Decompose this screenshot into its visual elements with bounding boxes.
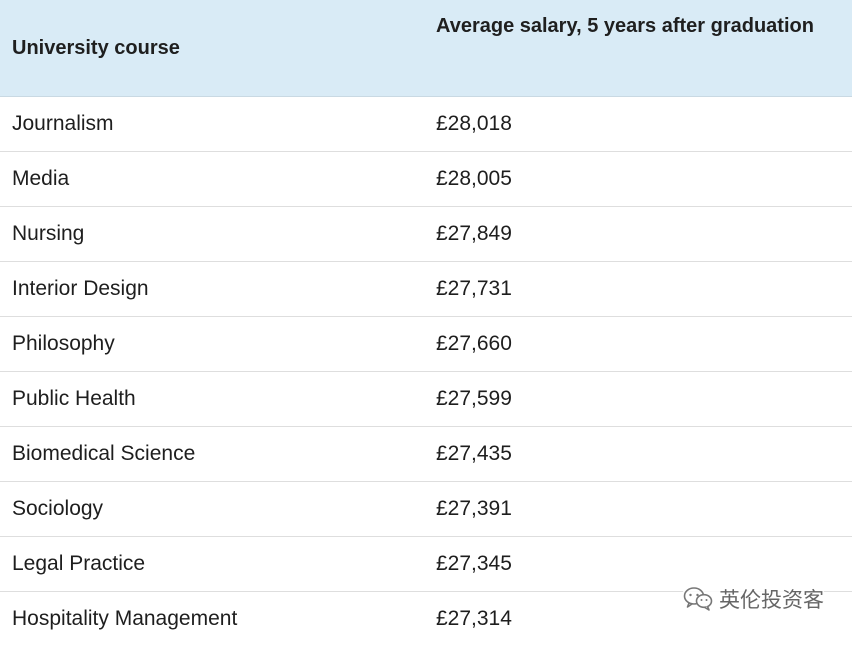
salary-cell: £27,391 (424, 482, 852, 537)
course-cell: Hospitality Management (0, 592, 424, 646)
wechat-icon (683, 586, 713, 612)
salary-cell: £27,599 (424, 372, 852, 427)
course-cell: Nursing (0, 207, 424, 262)
table-row: Biomedical Science £27,435 (0, 427, 852, 482)
watermark-text: 英伦投资客 (719, 584, 824, 614)
course-cell: Sociology (0, 482, 424, 537)
table-row: Sociology £27,391 (0, 482, 852, 537)
table-row: Nursing £27,849 (0, 207, 852, 262)
header-salary: Average salary, 5 years after graduation (424, 0, 852, 97)
table-row: Philosophy £27,660 (0, 317, 852, 372)
salary-cell: £28,018 (424, 97, 852, 152)
salary-cell: £27,731 (424, 262, 852, 317)
salary-cell: £27,435 (424, 427, 852, 482)
salary-cell: £27,660 (424, 317, 852, 372)
table-row: Public Health £27,599 (0, 372, 852, 427)
course-cell: Philosophy (0, 317, 424, 372)
salary-cell: £28,005 (424, 152, 852, 207)
course-cell: Interior Design (0, 262, 424, 317)
table-row: Journalism £28,018 (0, 97, 852, 152)
table-header: University course Average salary, 5 year… (0, 0, 852, 97)
header-row: University course Average salary, 5 year… (0, 0, 852, 97)
course-cell: Biomedical Science (0, 427, 424, 482)
table-row: Media £28,005 (0, 152, 852, 207)
course-cell: Public Health (0, 372, 424, 427)
header-course: University course (0, 0, 424, 97)
course-cell: Legal Practice (0, 537, 424, 592)
course-cell: Media (0, 152, 424, 207)
course-cell: Journalism (0, 97, 424, 152)
watermark: 英伦投资客 (683, 584, 824, 614)
table-row: Interior Design £27,731 (0, 262, 852, 317)
table-body: Journalism £28,018 Media £28,005 Nursing… (0, 97, 852, 646)
salary-cell: £27,849 (424, 207, 852, 262)
